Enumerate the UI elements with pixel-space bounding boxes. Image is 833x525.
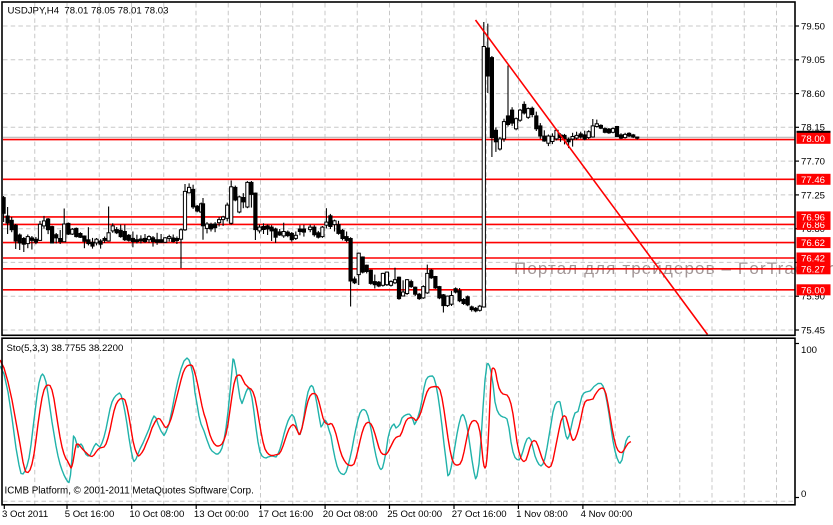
svg-text:ICMB Platform, © 2001-2011 Met: ICMB Platform, © 2001-2011 MetaQuotes So… bbox=[5, 486, 254, 497]
svg-text:77.25: 77.25 bbox=[801, 190, 825, 201]
svg-text:75.90: 75.90 bbox=[801, 292, 825, 303]
svg-text:0: 0 bbox=[801, 489, 806, 500]
svg-text:78.15: 78.15 bbox=[801, 123, 825, 134]
svg-text:Sto(5,3,3) 38.7755 38.2200: Sto(5,3,3) 38.7755 38.2200 bbox=[7, 343, 124, 354]
svg-text:76.27: 76.27 bbox=[801, 264, 825, 275]
svg-text:77.70: 77.70 bbox=[801, 157, 825, 168]
svg-text:76.00: 76.00 bbox=[801, 285, 825, 296]
svg-text:76.42: 76.42 bbox=[801, 254, 825, 265]
svg-text:79.50: 79.50 bbox=[801, 21, 825, 32]
svg-text:3 Oct 2011: 3 Oct 2011 bbox=[2, 509, 48, 520]
svg-text:75.45: 75.45 bbox=[801, 325, 825, 336]
svg-text:4 Nov 00:00: 4 Nov 00:00 bbox=[581, 509, 633, 520]
svg-text:77.46: 77.46 bbox=[801, 175, 825, 186]
svg-text:78.60: 78.60 bbox=[801, 89, 825, 100]
svg-text:76.86: 76.86 bbox=[801, 220, 825, 231]
svg-text:10 Oct 08:00: 10 Oct 08:00 bbox=[129, 509, 184, 520]
svg-text:13 Oct 00:00: 13 Oct 00:00 bbox=[194, 509, 249, 520]
svg-text:100: 100 bbox=[801, 345, 817, 356]
svg-text:79.05: 79.05 bbox=[801, 55, 825, 66]
svg-text:25 Oct 00:00: 25 Oct 00:00 bbox=[387, 509, 442, 520]
svg-text:20 Oct 08:00: 20 Oct 08:00 bbox=[323, 509, 378, 520]
svg-text:27 Oct 16:00: 27 Oct 16:00 bbox=[452, 509, 507, 520]
svg-text:78.00: 78.00 bbox=[801, 134, 825, 145]
svg-text:76.96: 76.96 bbox=[801, 212, 825, 223]
svg-text:17 Oct 16:00: 17 Oct 16:00 bbox=[258, 509, 313, 520]
svg-text:1 Nov 08:00: 1 Nov 08:00 bbox=[516, 509, 568, 520]
svg-text:76.62: 76.62 bbox=[801, 238, 825, 249]
svg-text:USDJPY,H4 78.01 78.05 78.01 7: USDJPY,H4 78.01 78.05 78.01 78.03 bbox=[8, 6, 169, 17]
svg-text:5 Oct 16:00: 5 Oct 16:00 bbox=[65, 509, 115, 520]
